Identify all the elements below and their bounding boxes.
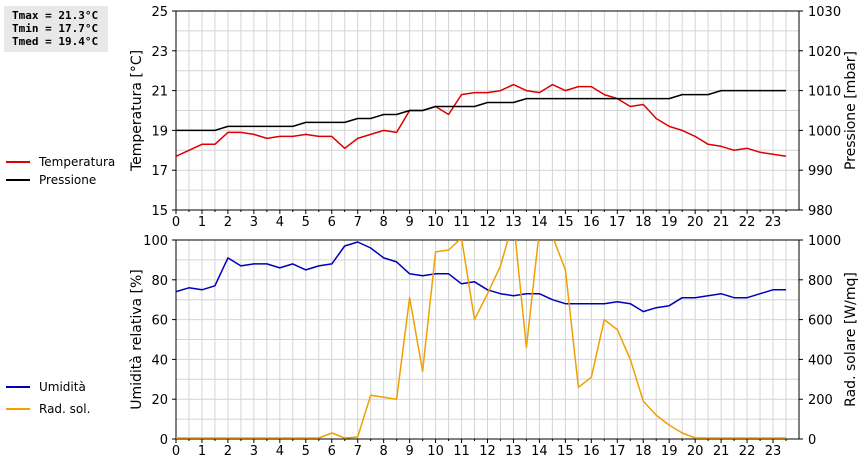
legend-label: Pressione — [39, 173, 96, 187]
x-tick-label: 2 — [224, 444, 232, 459]
x-tick-label: 0 — [172, 444, 180, 459]
x-tick-label: 20 — [687, 444, 704, 459]
x-tick-label: 13 — [505, 215, 522, 230]
x-tick-label: 21 — [713, 215, 730, 230]
x-tick-label: 15 — [557, 215, 574, 230]
series-line-2 — [176, 240, 786, 439]
y-right-tick-label: 980 — [808, 204, 833, 219]
y-left-tick-label: 0 — [160, 433, 168, 448]
y-right-tick-label: 200 — [808, 393, 833, 408]
x-tick-label: 6 — [328, 444, 336, 459]
x-tick-label: 11 — [453, 444, 470, 459]
y-right-axis-label: Rad. solare [W/mq] — [843, 272, 859, 407]
x-tick-label: 9 — [405, 215, 413, 230]
x-tick-label: 3 — [250, 444, 258, 459]
x-tick-label: 17 — [609, 215, 626, 230]
tmax-label: Tmax = 21.3°C — [12, 9, 99, 22]
x-tick-label: 22 — [739, 444, 756, 459]
y-right-tick-label: 990 — [808, 164, 833, 179]
y-left-tick-label: 19 — [151, 124, 168, 139]
x-tick-label: 20 — [687, 215, 704, 230]
y-left-tick-label: 15 — [151, 204, 168, 219]
x-tick-label: 23 — [765, 444, 782, 459]
y-left-tick-label: 23 — [151, 45, 168, 60]
y-right-tick-label: 800 — [808, 274, 833, 289]
series-line-1 — [176, 83, 787, 158]
x-tick-label: 5 — [302, 444, 310, 459]
x-tick-label: 7 — [354, 215, 362, 230]
x-tick-label: 7 — [354, 444, 362, 459]
y-left-axis-label: Umidità relativa [%] — [129, 269, 145, 410]
x-tick-label: 14 — [531, 444, 548, 459]
tmin-label: Tmin = 17.7°C — [12, 22, 99, 35]
x-tick-label: 18 — [635, 215, 652, 230]
series-line-2 — [176, 89, 786, 132]
y-right-tick-label: 400 — [808, 353, 833, 368]
y-right-tick-label: 1000 — [808, 124, 841, 139]
legend-label: Temperatura — [38, 155, 115, 169]
x-tick-label: 17 — [609, 444, 626, 459]
y-right-tick-label: 1020 — [808, 45, 841, 60]
x-tick-label: 12 — [479, 215, 496, 230]
y-left-tick-label: 20 — [151, 393, 168, 408]
y-left-tick-label: 40 — [151, 353, 168, 368]
x-tick-label: 21 — [713, 444, 730, 459]
humidity-radiation-chart: 0 1 2 3 4 5 6 7 8 9 10 11 12 13 14 15 16 17 18 19 20 21 22 2302… — [6, 234, 859, 459]
x-tick-label: 15 — [557, 444, 574, 459]
x-tick-label: 9 — [405, 444, 413, 459]
y-right-tick-label: 0 — [808, 433, 816, 448]
legend-label: Rad. sol. — [39, 402, 90, 416]
y-left-tick-label: 80 — [151, 274, 168, 289]
x-tick-label: 5 — [302, 215, 310, 230]
x-tick-label: 2 — [224, 215, 232, 230]
y-left-tick-label: 25 — [151, 5, 168, 20]
x-tick-label: 13 — [505, 444, 522, 459]
series-group — [176, 83, 787, 158]
y-left-tick-label: 60 — [151, 314, 168, 329]
x-tick-label: 22 — [739, 215, 756, 230]
x-tick-label: 16 — [583, 215, 600, 230]
stats-box: Tmax = 21.3°C Tmin = 17.7°C Tmed = 19.4°… — [4, 6, 108, 52]
y-right-tick-label: 1000 — [808, 234, 841, 249]
x-tick-label: 4 — [276, 444, 284, 459]
x-tick-label: 4 — [276, 215, 284, 230]
x-tick-label: 19 — [661, 215, 678, 230]
y-left-tick-label: 17 — [151, 164, 168, 179]
x-tick-label: 10 — [427, 215, 444, 230]
tmed-label: Tmed = 19.4°C — [12, 35, 99, 48]
x-tick-label: 19 — [661, 444, 678, 459]
x-tick-label: 3 — [250, 215, 258, 230]
y-right-tick-label: 1010 — [808, 85, 841, 100]
x-tick-label: 14 — [531, 215, 548, 230]
x-tick-label: 16 — [583, 444, 600, 459]
series-line-1 — [176, 241, 786, 313]
series-group — [176, 240, 786, 439]
y-left-tick-label: 100 — [143, 234, 168, 249]
x-tick-label: 1 — [198, 215, 206, 230]
x-tick-label: 0 — [172, 215, 180, 230]
x-tick-label: 10 — [427, 444, 444, 459]
x-tick-label: 8 — [380, 444, 388, 459]
y-left-tick-label: 21 — [151, 85, 168, 100]
temperature-pressure-chart: 0 1 2 3 4 5 6 7 8 9 10 11 12 13 14 15 16 17 18 19 20 21 22 2315… — [6, 5, 859, 230]
x-tick-label: 12 — [479, 444, 496, 459]
x-tick-label: 18 — [635, 444, 652, 459]
legend-label: Umidità — [39, 380, 86, 394]
y-right-tick-label: 600 — [808, 314, 833, 329]
x-tick-label: 8 — [380, 215, 388, 230]
y-right-axis-label: Pressione [mbar] — [843, 51, 859, 170]
x-tick-label: 1 — [198, 444, 206, 459]
x-tick-label: 11 — [453, 215, 470, 230]
x-tick-label: 6 — [328, 215, 336, 230]
y-right-tick-label: 1030 — [808, 5, 841, 20]
y-left-axis-label: Temperatura [°C] — [129, 50, 145, 172]
x-tick-label: 23 — [765, 215, 782, 230]
